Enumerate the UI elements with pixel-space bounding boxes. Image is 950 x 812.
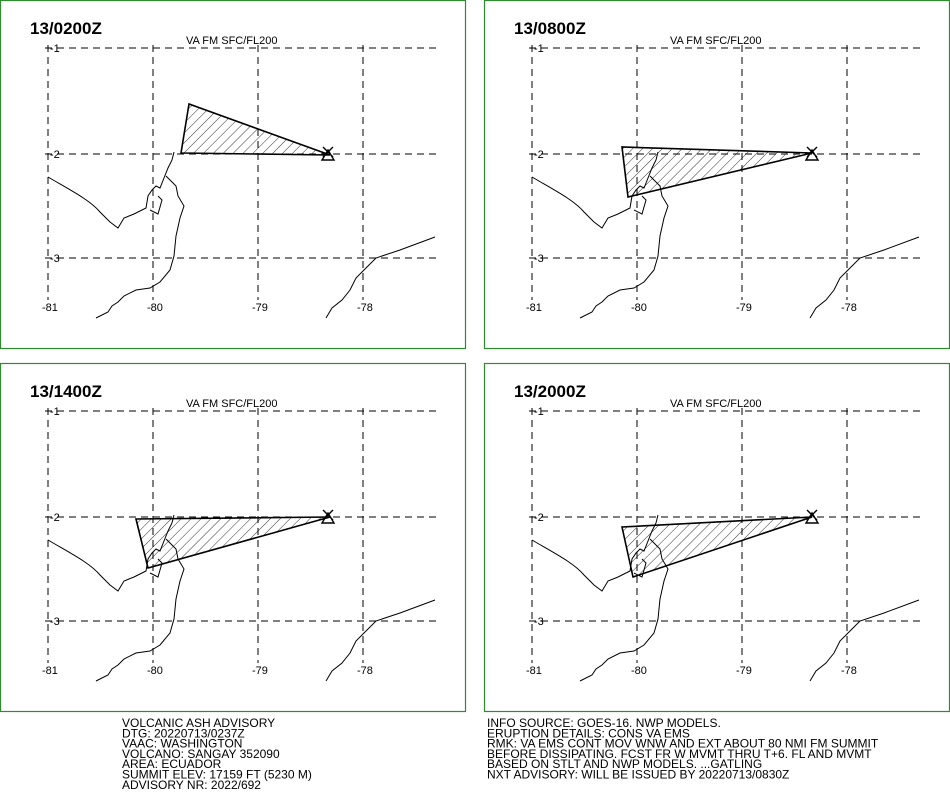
- flight-level: VA FM SFC/FL200: [186, 398, 278, 410]
- lat-label: -1: [534, 43, 544, 55]
- advisory-line: VAAC: WASHINGTON: [122, 737, 242, 751]
- flight-level: VA FM SFC/FL200: [670, 35, 762, 47]
- panel-frame: [0, 0, 467, 350]
- lat-label: -1: [534, 406, 544, 418]
- advisory-line: ADVISORY NR: 2022/692: [122, 778, 261, 792]
- advisory-line: RMK: VA EMS CONT MOV WNW AND EXT ABOUT 8…: [487, 737, 879, 751]
- lon-label: -80: [147, 665, 163, 677]
- coastline: [95, 175, 185, 319]
- lat-label: -1: [50, 406, 60, 418]
- lat-label: -2: [50, 149, 60, 161]
- lat-label: -2: [534, 512, 544, 524]
- coastline: [47, 151, 175, 229]
- advisory-line: INFO SOURCE: GOES-16. NWP MODELS.: [487, 716, 721, 730]
- valid-time: 13/0200Z: [30, 19, 102, 38]
- lon-label: -78: [841, 665, 857, 677]
- lat-label: -2: [534, 149, 544, 161]
- ash-cloud: [621, 516, 813, 579]
- lon-label: -80: [147, 302, 163, 314]
- lon-label: -79: [736, 302, 752, 314]
- coastline: [809, 236, 920, 319]
- lon-label: -78: [357, 302, 373, 314]
- volcano-symbol: [320, 146, 336, 161]
- advisory-line: BASED ON STLT AND NWP MODELS. ...GATLING: [487, 757, 762, 771]
- advisory-line: NXT ADVISORY: WILL BE ISSUED BY 20220713…: [487, 768, 789, 782]
- advisory-line: DTG: 20220713/0237Z: [122, 726, 245, 740]
- volcano-symbol: [320, 509, 336, 524]
- lon-label: -81: [42, 665, 58, 677]
- lon-label: -78: [357, 665, 373, 677]
- volcano-symbol: [804, 509, 820, 524]
- volcano-symbol: [804, 146, 820, 161]
- coastline: [809, 599, 920, 682]
- map-panel: 13/0200Z VA FM SFC/FL200 -1 -2 -3 -81 -80 -79 -7…: [0, 0, 467, 350]
- lat-label: -3: [50, 253, 60, 265]
- lon-label: -79: [252, 665, 268, 677]
- ash-cloud: [180, 102, 331, 156]
- lon-label: -81: [42, 302, 58, 314]
- lon-label: -81: [526, 665, 542, 677]
- advisory-line: ERUPTION DETAILS: CONS VA EMS: [487, 726, 690, 740]
- flight-level: VA FM SFC/FL200: [186, 35, 278, 47]
- advisory-line: VOLCANO: SANGAY 352090: [122, 747, 280, 761]
- lat-label: -3: [534, 253, 544, 265]
- advisory-line: SUMMIT ELEV: 17159 FT (5230 M): [122, 768, 312, 782]
- lon-label: -79: [736, 665, 752, 677]
- lon-label: -78: [841, 302, 857, 314]
- map-panel: 13/2000Z VA FM SFC/FL200 -1 -2 -3 -81 -80 -79 -7…: [483, 362, 950, 713]
- lon-label: -80: [631, 302, 647, 314]
- valid-time: 13/0800Z: [514, 19, 586, 38]
- ash-cloud: [621, 146, 813, 198]
- coastline: [579, 175, 669, 319]
- advisory-line: BEFORE DISSIPATING. FCST FR W MVMT THRU …: [487, 747, 872, 761]
- map-panel: 13/0800Z VA FM SFC/FL200 -1 -2 -3 -81 -80 -79 -7…: [483, 0, 950, 350]
- coastline: [325, 599, 436, 682]
- flight-level: VA FM SFC/FL200: [670, 398, 762, 410]
- coastline: [325, 236, 436, 319]
- lon-label: -81: [526, 302, 542, 314]
- advisory-line: AREA: ECUADOR: [122, 757, 222, 771]
- lat-label: -3: [534, 616, 544, 628]
- lat-label: -1: [50, 43, 60, 55]
- advisory-line: VOLCANIC ASH ADVISORY: [122, 716, 275, 730]
- lon-label: -80: [631, 665, 647, 677]
- lon-label: -79: [252, 302, 268, 314]
- valid-time: 13/1400Z: [30, 382, 102, 401]
- panel-frame: [0, 362, 467, 713]
- map-panel: 13/1400Z VA FM SFC/FL200 -1 -2 -3 -81 -80 -79 -7…: [0, 362, 467, 713]
- lat-label: -2: [50, 512, 60, 524]
- valid-time: 13/2000Z: [514, 382, 586, 401]
- lat-label: -3: [50, 616, 60, 628]
- ash-cloud: [134, 516, 331, 569]
